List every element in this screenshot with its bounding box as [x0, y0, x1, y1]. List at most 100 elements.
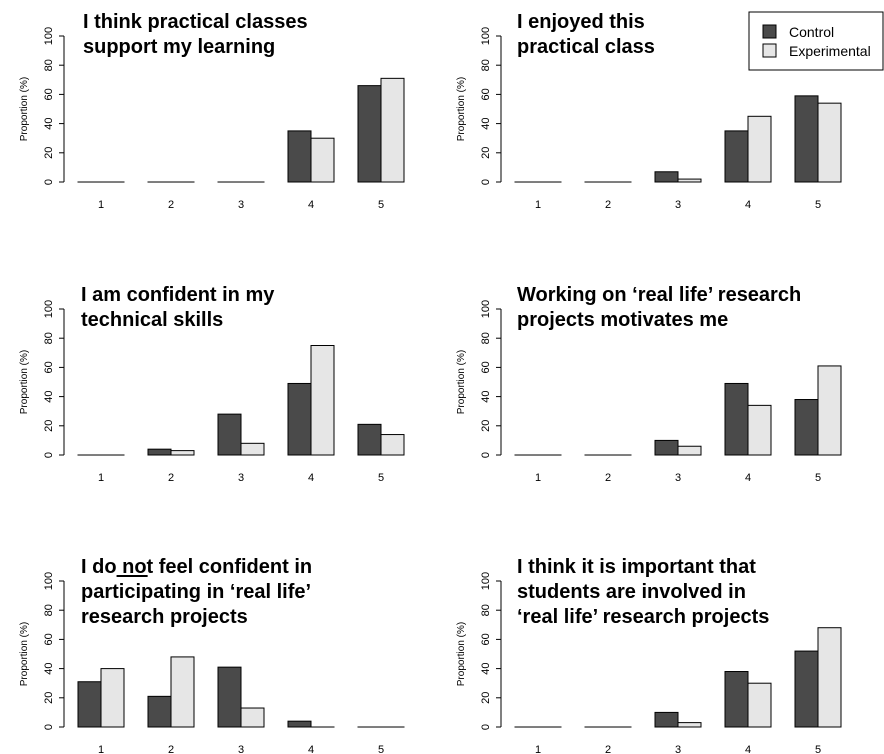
x-tick-label: 3: [238, 199, 244, 211]
chart-title-line: I think practical classes: [83, 11, 308, 33]
bar-control-3: [217, 413, 242, 456]
chart-title-line: I enjoyed this: [517, 11, 645, 33]
bar-control-5: [794, 399, 819, 456]
x-tick-label: 2: [605, 744, 611, 754]
bar-control-3: [654, 439, 679, 456]
x-tick-label: 3: [675, 199, 681, 211]
x-tick-label: 1: [98, 744, 104, 754]
x-tick-label: 5: [378, 472, 384, 484]
y-tick-label: 20: [43, 420, 55, 432]
bar-experimental-3: [677, 178, 702, 183]
legend-swatch-experimental: [762, 43, 777, 58]
y-tick-label: 60: [43, 88, 55, 100]
chart-title-line: participating in ‘real life’: [81, 581, 311, 603]
legend-swatch-control: [762, 24, 777, 39]
chart-title-line: Working on ‘real life’ research: [517, 284, 801, 306]
y-tick-label: 60: [480, 361, 492, 373]
x-tick-label: 5: [815, 744, 821, 754]
bar-experimental-4: [747, 404, 772, 456]
chart-title-line: I think it is important that: [517, 556, 756, 578]
y-tick-label: 40: [43, 390, 55, 402]
bar-control-3: [217, 666, 242, 728]
chart-title-line: ‘real life’ research projects: [517, 606, 769, 628]
chart-panels: I think practical classes support my lear…: [19, 11, 842, 754]
bar-experimental-4: [747, 682, 772, 728]
x-tick-label: 4: [308, 744, 314, 754]
x-tick-label: 3: [675, 744, 681, 754]
y-tick-label: 100: [480, 572, 492, 590]
bar-control-4: [724, 671, 749, 728]
legend-label-experimental: Experimental: [789, 43, 871, 59]
y-tick-label: 0: [480, 179, 492, 185]
y-axis-label: Proportion (%): [456, 622, 467, 686]
x-tick-label: 3: [238, 744, 244, 754]
bar-experimental-3: [240, 707, 265, 728]
y-axis-label: Proportion (%): [456, 350, 467, 414]
chart-title-line: practical class: [517, 36, 655, 58]
y-tick-label: 80: [480, 332, 492, 344]
bar-control-1: [77, 681, 102, 728]
x-tick-label: 2: [605, 199, 611, 211]
y-tick-label: 40: [480, 390, 492, 402]
chart-title-line: support my learning: [83, 36, 275, 58]
x-tick-label: 1: [535, 472, 541, 484]
x-tick-label: 5: [378, 199, 384, 211]
x-tick-label: 2: [605, 472, 611, 484]
x-tick-label: 5: [378, 744, 384, 754]
bar-experimental-5: [817, 102, 842, 183]
x-tick-label: 5: [815, 472, 821, 484]
chart-panel-5: I do not feel confident in participating …: [19, 556, 405, 754]
y-tick-label: 20: [480, 147, 492, 159]
chart-panel-6: I think it is important that students are…: [456, 556, 842, 754]
legend-box: [748, 11, 884, 71]
y-tick-label: 80: [43, 59, 55, 71]
x-tick-label: 2: [168, 472, 174, 484]
x-tick-label: 1: [98, 199, 104, 211]
y-tick-label: 40: [480, 662, 492, 674]
bar-control-2: [147, 695, 172, 728]
chart-panel-1: I think practical classes support my lear…: [19, 11, 405, 211]
bar-control-4: [287, 720, 312, 728]
y-tick-label: 40: [43, 662, 55, 674]
y-tick-label: 20: [43, 147, 55, 159]
bar-control-4: [287, 130, 312, 183]
chart-title-line: students are involved in: [517, 581, 746, 603]
chart-panel-3: I am confident in my technical skills 0 20 4…: [19, 284, 405, 484]
y-tick-label: 20: [480, 692, 492, 704]
bar-experimental-5: [380, 434, 405, 456]
y-tick-label: 20: [480, 420, 492, 432]
y-tick-label: 100: [480, 300, 492, 318]
y-tick-label: 60: [480, 88, 492, 100]
y-axis-label: Proportion (%): [19, 77, 30, 141]
bar-control-2: [147, 448, 172, 456]
bar-experimental-4: [747, 115, 772, 183]
x-tick-label: 4: [745, 199, 751, 211]
y-tick-label: 0: [480, 724, 492, 730]
bar-control-3: [654, 711, 679, 728]
bar-experimental-4: [310, 137, 335, 183]
x-tick-label: 4: [308, 472, 314, 484]
chart-title-line: research projects: [81, 606, 248, 628]
bar-control-5: [357, 423, 382, 456]
x-tick-label: 4: [745, 744, 751, 754]
y-axis-label: Proportion (%): [19, 622, 30, 686]
y-tick-label: 80: [480, 604, 492, 616]
chart-title-line: I do not feel confident in: [81, 556, 312, 578]
x-tick-label: 5: [815, 199, 821, 211]
y-tick-label: 20: [43, 692, 55, 704]
bar-control-3: [654, 171, 679, 183]
bar-experimental-1: [100, 668, 125, 728]
y-tick-label: 100: [43, 572, 55, 590]
y-tick-label: 80: [43, 332, 55, 344]
x-tick-label: 3: [238, 472, 244, 484]
y-tick-label: 40: [480, 117, 492, 129]
bar-experimental-5: [817, 627, 842, 728]
chart-panel-4: Working on ‘real life’ research projects …: [456, 284, 842, 484]
x-tick-label: 1: [535, 744, 541, 754]
bar-control-4: [724, 130, 749, 183]
bar-control-4: [724, 382, 749, 456]
bar-control-4: [287, 382, 312, 456]
y-tick-label: 100: [480, 27, 492, 45]
y-tick-label: 100: [43, 27, 55, 45]
